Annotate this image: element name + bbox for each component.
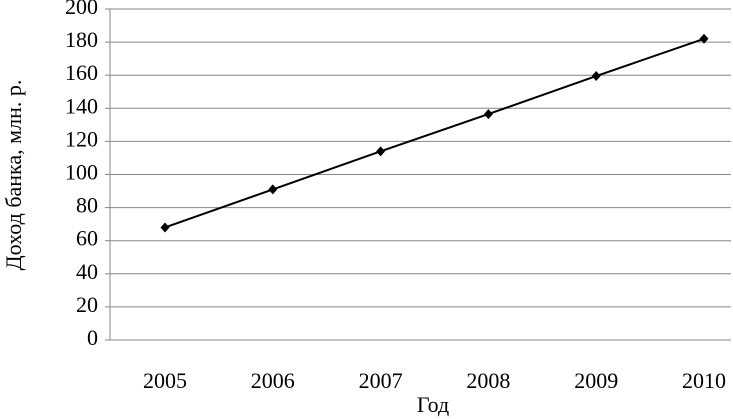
- y-tick-label: 160: [65, 60, 98, 85]
- y-tick-label: 80: [76, 193, 98, 218]
- x-tick-label: 2009: [574, 368, 618, 393]
- y-tick-label: 200: [65, 0, 98, 19]
- marker: [591, 71, 601, 82]
- x-tick-label: 2005: [143, 368, 187, 393]
- marker: [483, 109, 493, 120]
- x-tick-label: 2008: [466, 368, 510, 393]
- y-tick-label: 180: [65, 27, 98, 52]
- y-tick-label: 120: [65, 126, 98, 151]
- marker: [376, 146, 386, 157]
- y-tick-label: 20: [76, 292, 98, 317]
- x-tick-label: 2007: [359, 368, 403, 393]
- marker: [268, 184, 278, 195]
- x-tick-label: 2006: [251, 368, 295, 393]
- y-tick-label: 100: [65, 160, 98, 185]
- marker: [160, 222, 170, 233]
- x-axis-label: Год: [417, 392, 449, 417]
- y-tick-label: 60: [76, 226, 98, 251]
- y-tick-label: 40: [76, 259, 98, 284]
- x-tick-label: 2010: [682, 368, 726, 393]
- line: [164, 37, 705, 229]
- y-tick-label: 0: [87, 325, 98, 350]
- y-tick-label: 140: [65, 93, 98, 118]
- y-axis-label: Доход банка, млн. р.: [1, 80, 26, 271]
- marker: [699, 33, 709, 44]
